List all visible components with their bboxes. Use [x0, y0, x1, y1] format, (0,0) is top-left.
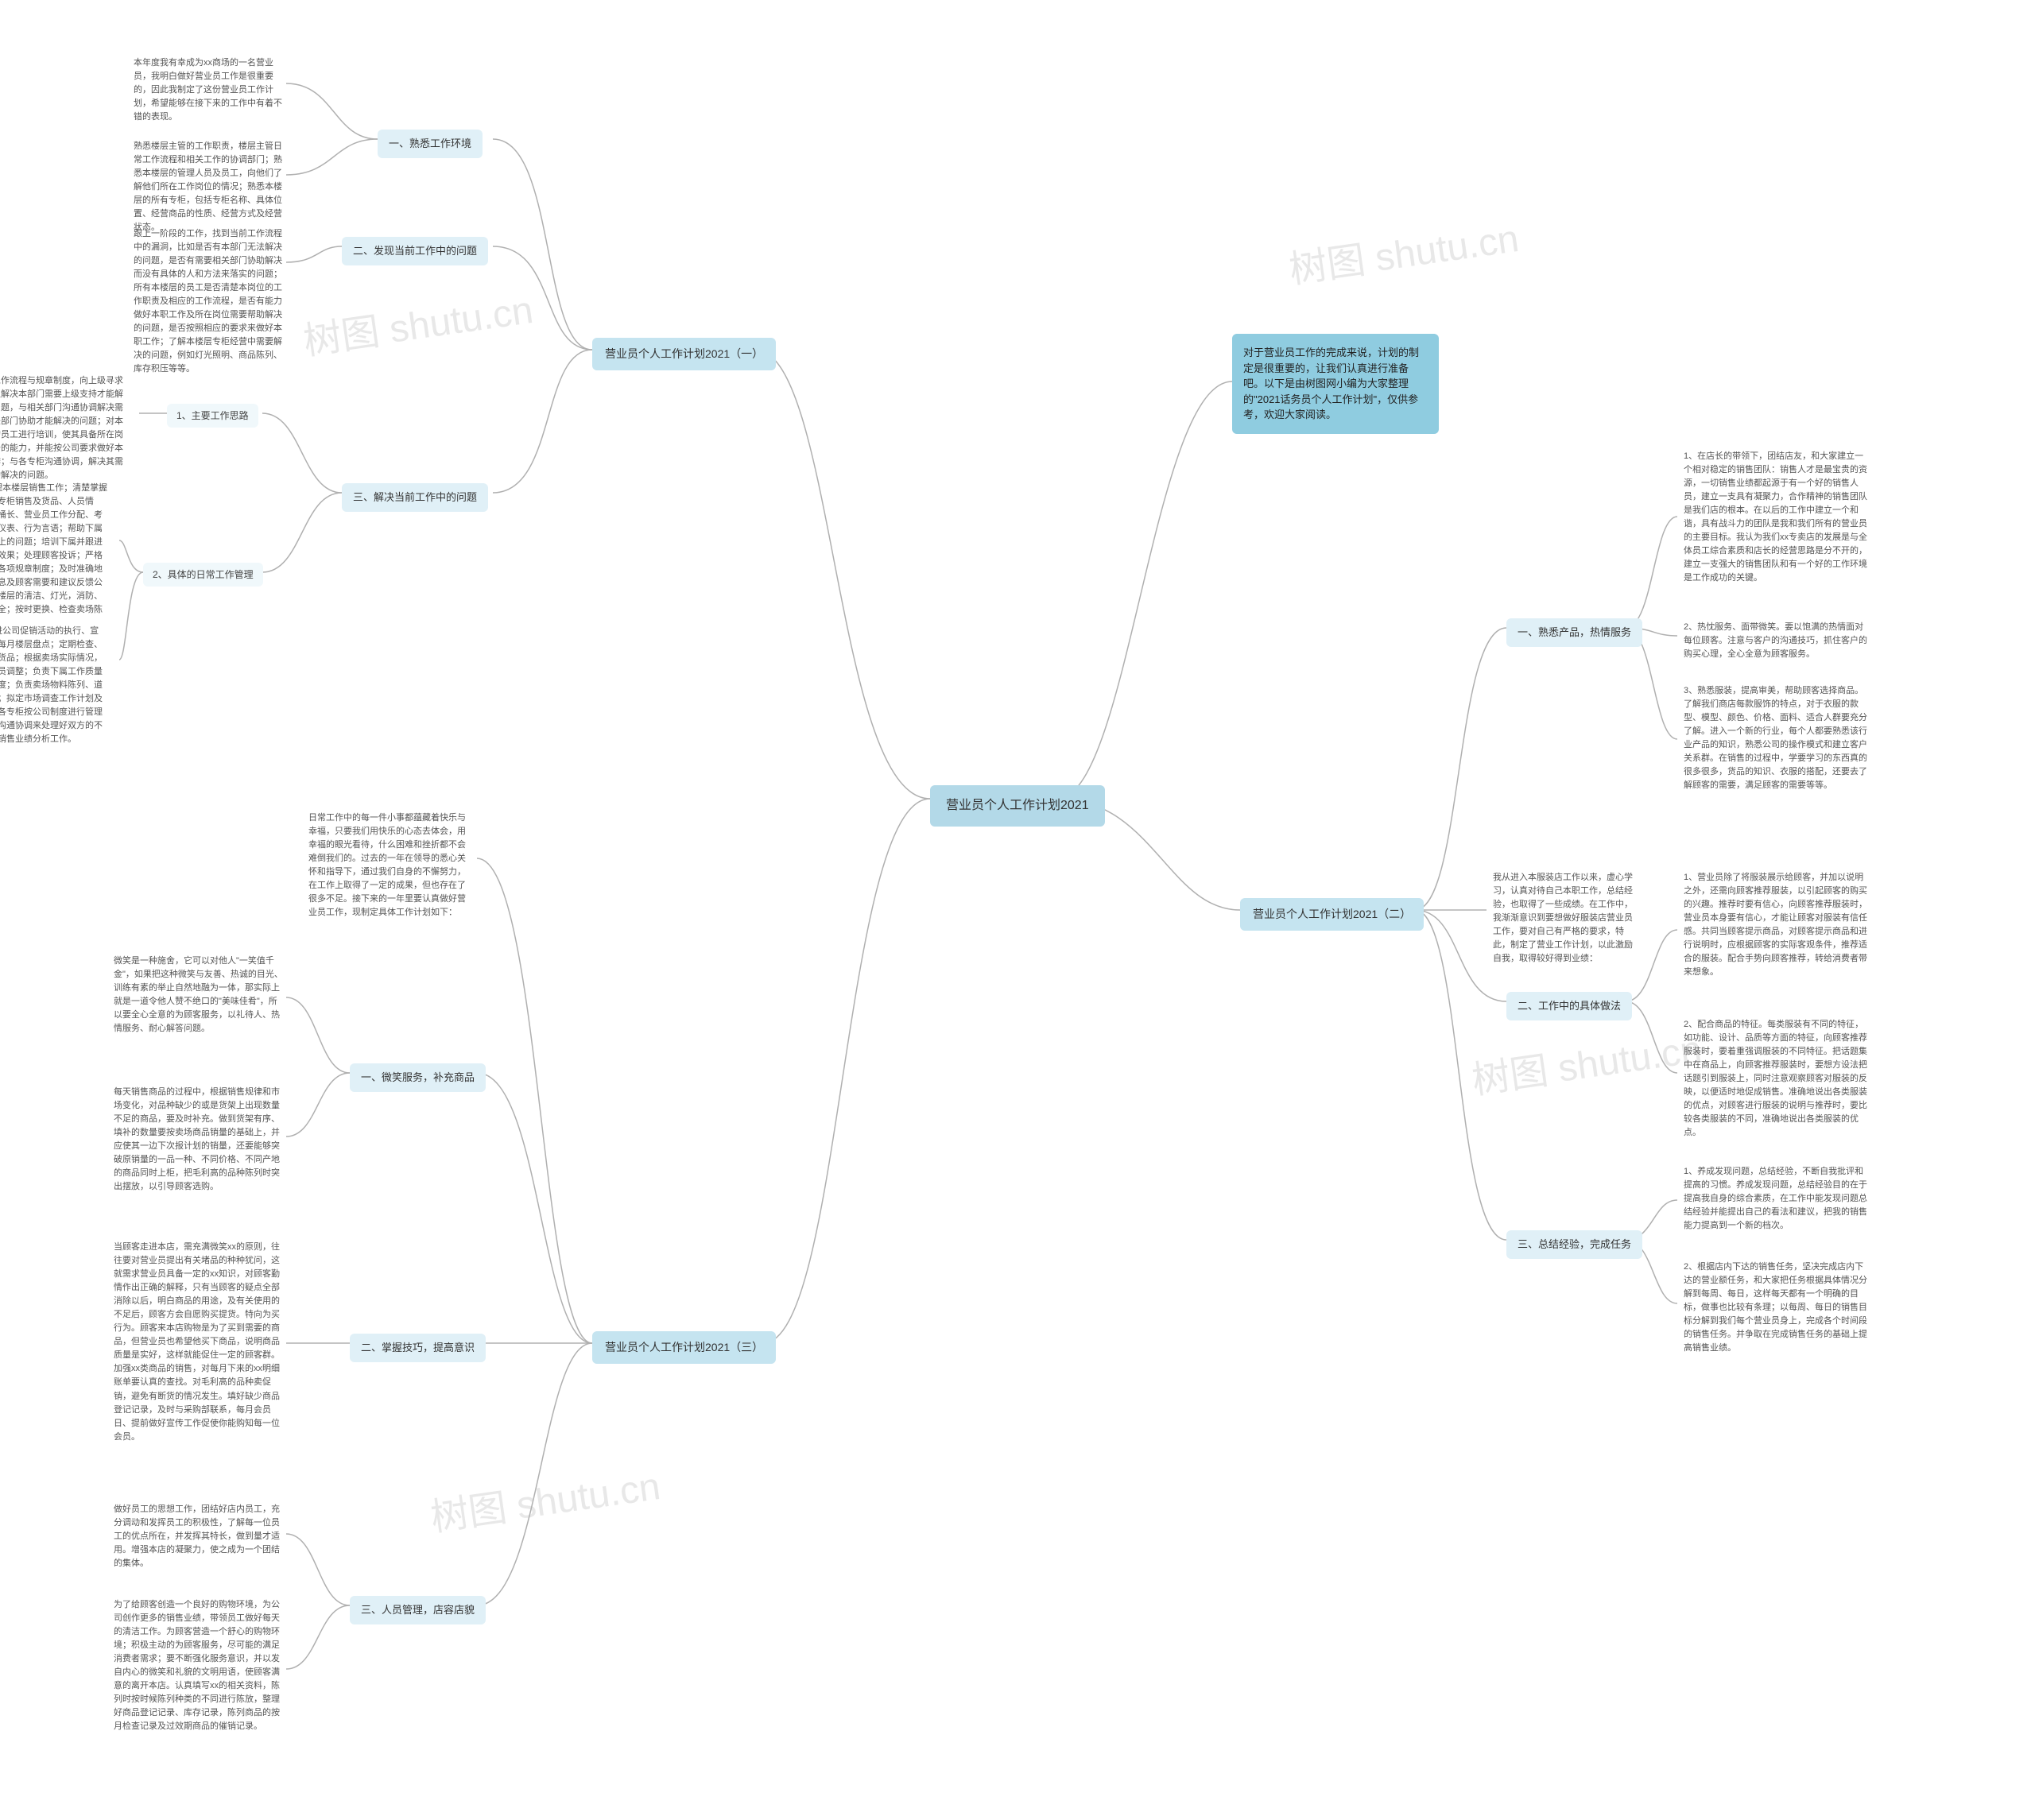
b2-c2-leaf-1: 1、营业员除了将服装展示给顾客，并加以说明之外，还需向顾客推荐服装，以引起顾客的…: [1677, 866, 1876, 984]
b2-c2-leaf-2: 2、配合商品的特征。每类服装有不同的特征，如功能、设计、品质等方面的特征，向顾客…: [1677, 1013, 1876, 1144]
b3-c3-leaf-2: 为了给顾客创造一个良好的购物环境，为公司创作更多的销售业绩，带领员工做好每天的清…: [107, 1593, 290, 1738]
b3-c1[interactable]: 一、微笑服务，补充商品: [350, 1063, 486, 1092]
b3-intro: 日常工作中的每一件小事都蕴藏着快乐与幸福，只要我们用快乐的心态去体会，用幸福的眼…: [302, 807, 477, 924]
b1-c3-d2-leaf-2: （2）跟进公司促销活动的执行、宣导；负责每月楼层盘点；定期检查、抽盘后台货品；根…: [0, 620, 115, 751]
branch-1[interactable]: 营业员个人工作计划2021（一）: [592, 338, 776, 370]
b1-c2[interactable]: 二、发现当前工作中的问题: [342, 237, 488, 265]
b2-c3-leaf-1: 1、养成发现问题，总结经验，不断自我批评和提高的习惯。养成发现问题，总结经验目的…: [1677, 1160, 1876, 1237]
intro-node[interactable]: 对于营业员工作的完成来说，计划的制定是很重要的，让我们认真进行准备吧。以下是由树…: [1232, 334, 1439, 434]
b2-c1-leaf-1: 1、在店长的带领下，团结店友，和大家建立一个相对稳定的销售团队：销售人才是最宝贵…: [1677, 445, 1876, 590]
mindmap-container: 树图 shutu.cn 树图 shutu.cn 树图 shutu.cn 树图 s…: [0, 0, 2035, 1820]
b1-c3[interactable]: 三、解决当前工作中的问题: [342, 483, 488, 512]
watermark: 树图 shutu.cn: [1468, 1017, 1705, 1105]
b1-c1[interactable]: 一、熟悉工作环境: [378, 130, 483, 158]
root-node[interactable]: 营业员个人工作计划2021: [930, 785, 1105, 827]
watermark: 树图 shutu.cn: [427, 1454, 664, 1542]
b3-c1-leaf-1: 微笑是一种施舍，它可以对他人"一笑值千金"，如果把这种微笑与友善、热诚的目光、训…: [107, 950, 290, 1040]
watermark: 树图 shutu.cn: [300, 278, 537, 366]
b2-intro: 我从进入本服装店工作以来，虚心学习，认真对待自己本职工作，总结经验，也取得了一些…: [1487, 866, 1645, 970]
b2-c2[interactable]: 二、工作中的具体做法: [1506, 992, 1632, 1020]
b2-c1[interactable]: 一、熟悉产品，热情服务: [1506, 618, 1642, 647]
branch-2[interactable]: 营业员个人工作计划2021（二）: [1240, 898, 1424, 931]
b1-c3-d2-leaf-1: （1）管理本楼层销售工作；清楚掌握本楼层各专柜销售及货品、人员情况；负责桶长、营…: [0, 477, 115, 636]
b1-c2-leaf-1: 跟上一阶段的工作，找到当前工作流程中的漏洞，比如是否有本部门无法解决的问题，是否…: [127, 223, 294, 381]
b2-c3[interactable]: 三、总结经验，完成任务: [1506, 1230, 1642, 1259]
b3-c2[interactable]: 二、掌握技巧，提高意识: [350, 1334, 486, 1362]
b1-c3-d1[interactable]: 1、主要工作思路: [167, 404, 258, 428]
branch-3[interactable]: 营业员个人工作计划2021（三）: [592, 1331, 776, 1364]
b2-c1-leaf-3: 3、熟悉服装，提高审美，帮助顾客选择商品。了解我们商店每款服饰的特点，对于衣服的…: [1677, 680, 1876, 797]
b2-c3-leaf-2: 2、根据店内下达的销售任务，坚决完成店内下达的营业额任务，和大家把任务根据具体情…: [1677, 1256, 1876, 1360]
b3-c3-leaf-1: 做好员工的思想工作，团结好店内员工，充分调动和发挥员工的积极性，了解每一位员工的…: [107, 1498, 290, 1575]
b1-c1-leaf-1: 本年度我有幸成为xx商场的一名营业员，我明白做好营业员工作是很重要的，因此我制定…: [127, 52, 294, 129]
b3-c2-leaf-1: 当顾客走进本店，需充满微笑xx的原则，往往要对营业员提出有关堵品的种种犹问，这就…: [107, 1236, 290, 1449]
watermark: 树图 shutu.cn: [1285, 207, 1522, 294]
b3-c1-leaf-2: 每天销售商品的过程中，根据销售规律和市场变化，对品种缺少的或是货架上出现数量不足…: [107, 1081, 290, 1198]
b2-c1-leaf-2: 2、热忱服务、面带微笑。要以饱满的热情面对每位顾客。注意与客户的沟通技巧，抓住客…: [1677, 616, 1876, 666]
b1-c3-d1-leaf: 完善工作流程与规章制度，向上级寻求帮助以解决本部门需要上级支持才能解决的问题，与…: [0, 370, 135, 487]
b3-c3[interactable]: 三、人员管理，店容店貌: [350, 1596, 486, 1624]
b1-c3-d2[interactable]: 2、具体的日常工作管理: [143, 563, 263, 587]
